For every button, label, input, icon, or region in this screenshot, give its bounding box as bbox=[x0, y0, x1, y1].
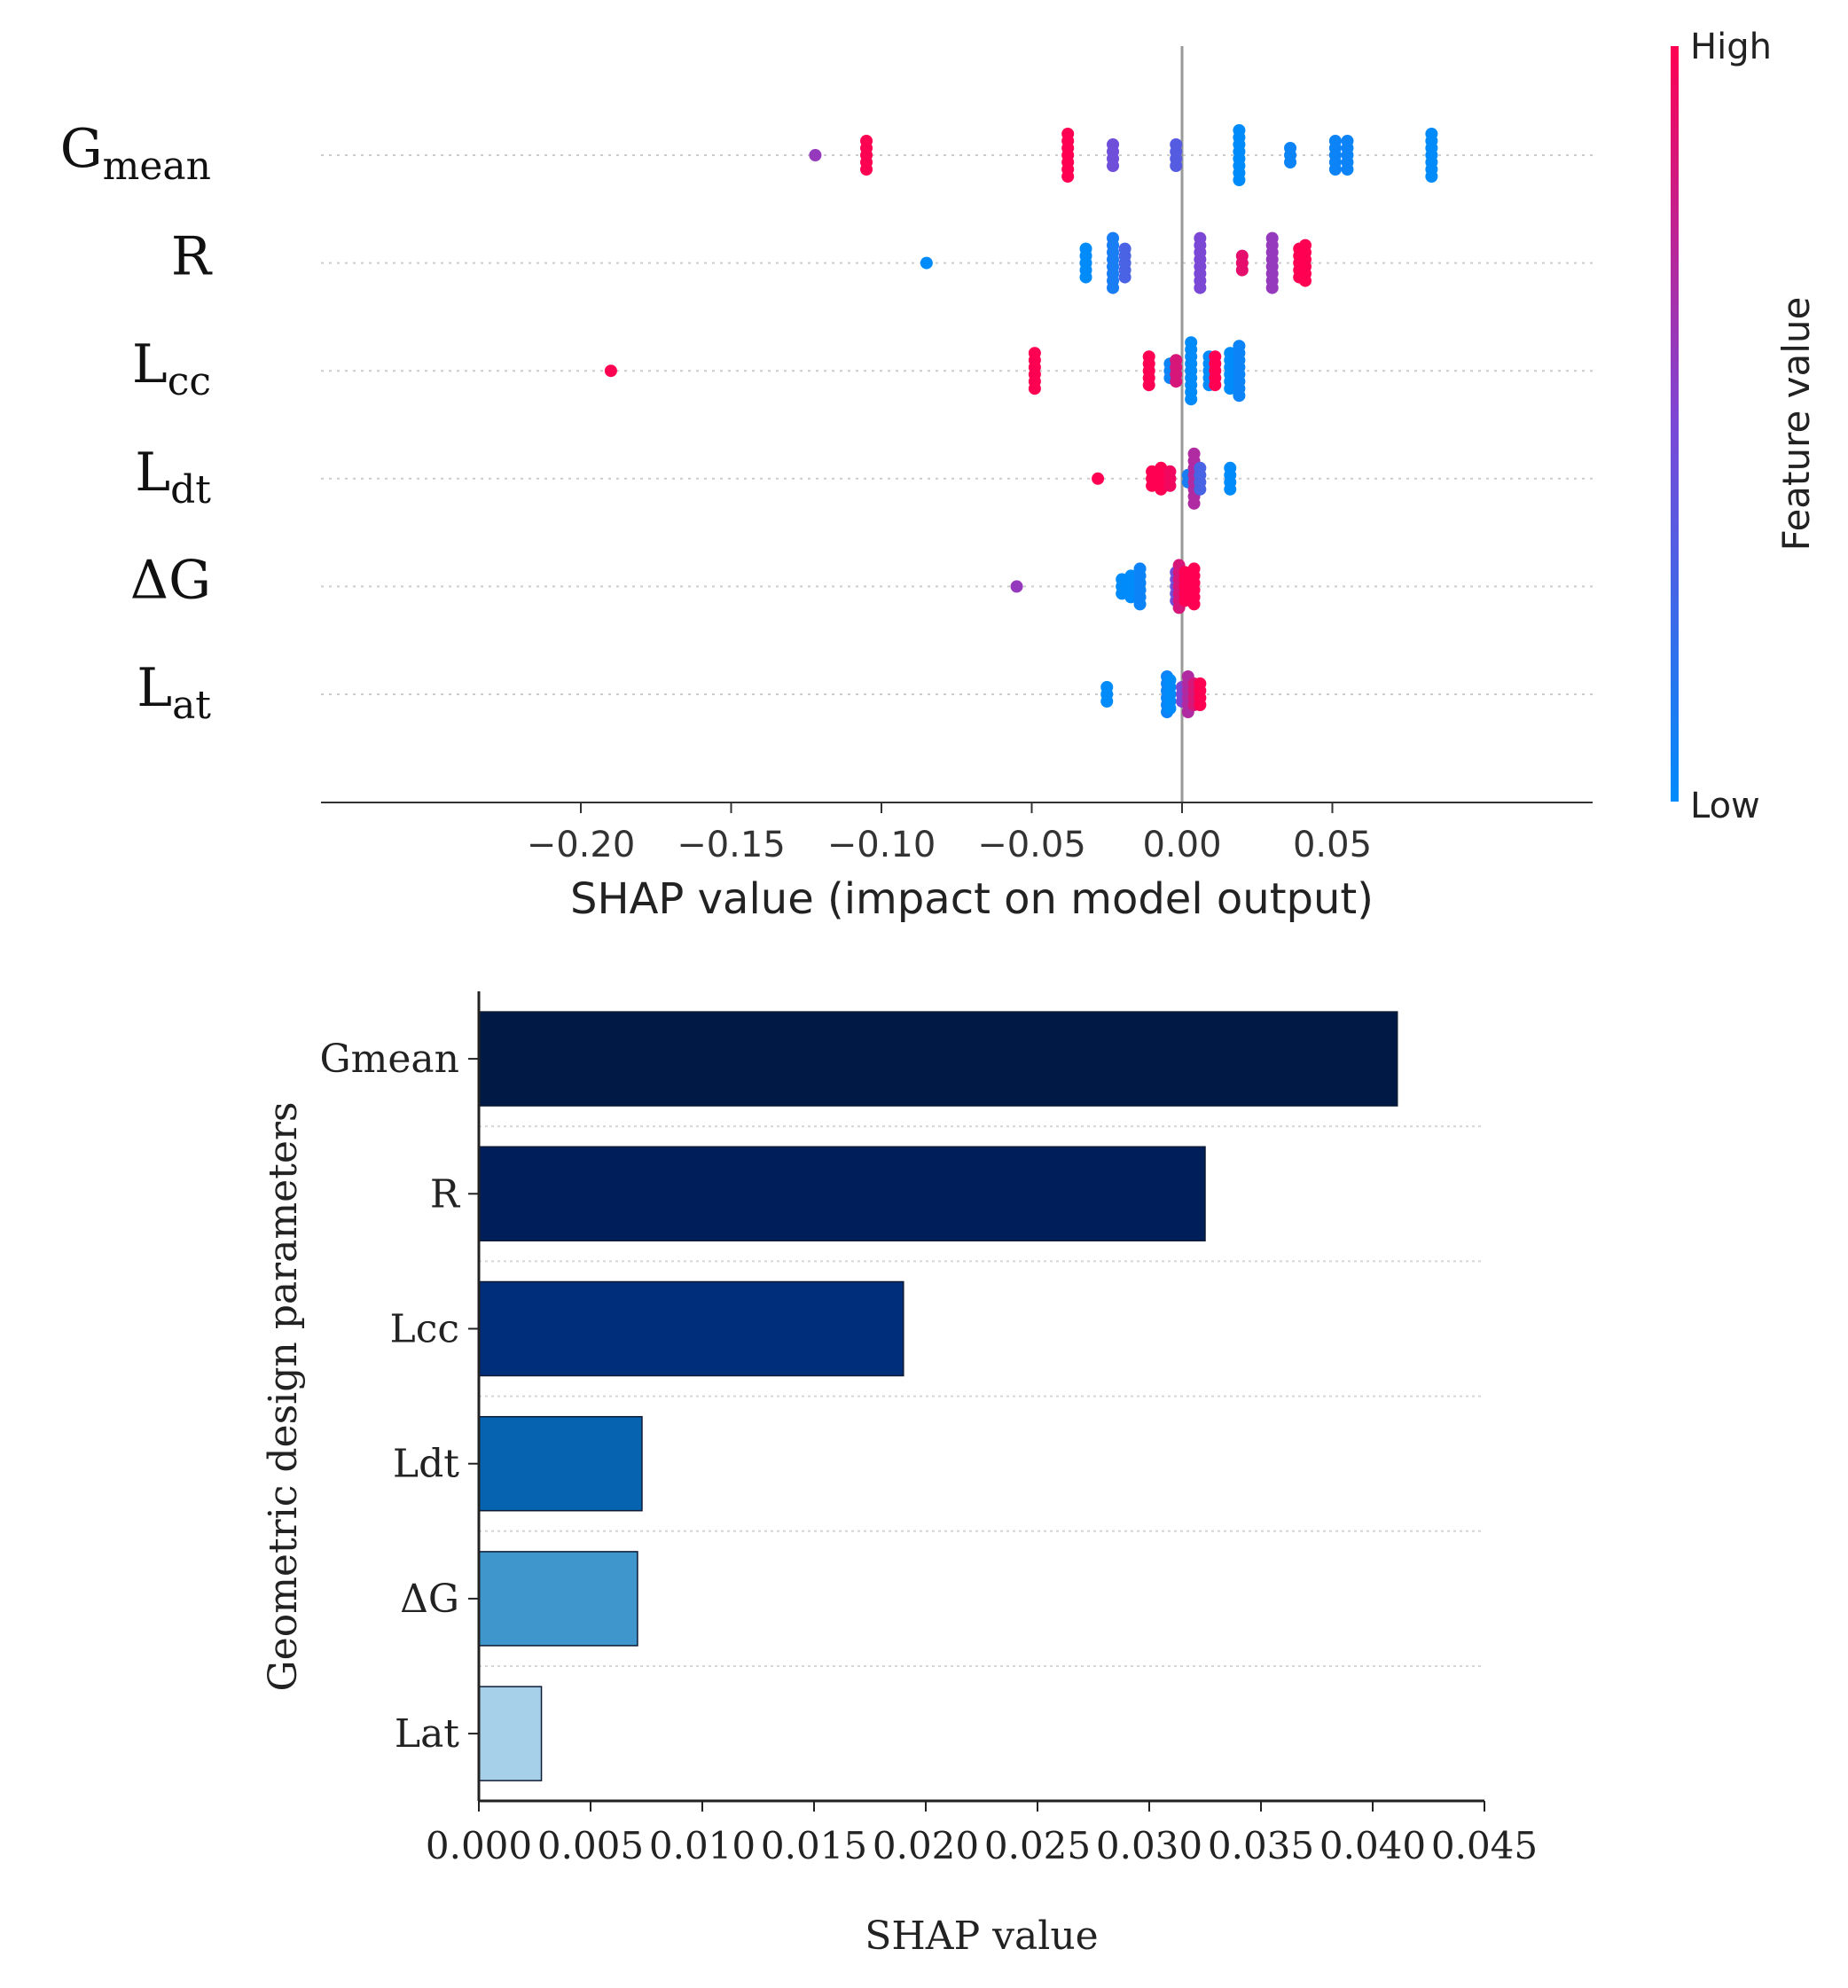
beeswarm-point bbox=[1170, 160, 1183, 172]
beeswarm-feature-label: Ldt bbox=[135, 442, 211, 513]
beeswarm-point bbox=[860, 163, 873, 176]
beeswarm-point bbox=[1100, 695, 1114, 708]
beeswarm-point bbox=[1235, 263, 1249, 277]
bar-x-tick-label: 0.045 bbox=[1431, 1824, 1538, 1867]
bar bbox=[478, 1011, 1398, 1107]
bar-x-ticks: 0.000 0.005 0.010 0.015 0.020 0.025 0.030 0.035… bbox=[426, 1801, 1538, 1867]
colorbar-low-label: Low bbox=[1690, 786, 1760, 826]
shap-beeswarm-chart: Gmean R Lcc Ldt ΔG Lat −0.20 −0.15 −0.10 −0.05 0.… bbox=[60, 27, 1818, 924]
beeswarm-x-tick-label: 0.00 bbox=[1142, 825, 1221, 865]
beeswarm-point bbox=[1284, 156, 1297, 168]
beeswarm-x-tick-label: −0.15 bbox=[677, 825, 786, 865]
beeswarm-point bbox=[1163, 702, 1177, 715]
bar-x-tick-label: 0.010 bbox=[649, 1824, 756, 1867]
beeswarm-point bbox=[1142, 379, 1155, 392]
beeswarm-point bbox=[1061, 170, 1075, 183]
bar-x-tick-label: 0.005 bbox=[537, 1824, 644, 1867]
beeswarm-point bbox=[809, 149, 822, 161]
beeswarm-point bbox=[1185, 393, 1198, 406]
beeswarm-point bbox=[1010, 580, 1023, 593]
beeswarm-point bbox=[920, 256, 933, 270]
beeswarm-point bbox=[1118, 270, 1132, 284]
bar bbox=[478, 1415, 643, 1512]
beeswarm-point bbox=[1194, 482, 1207, 496]
beeswarm-point bbox=[1224, 382, 1237, 395]
beeswarm-point bbox=[1194, 699, 1207, 711]
bar-x-tick-label: 0.000 bbox=[426, 1824, 532, 1867]
beeswarm-point bbox=[1124, 591, 1138, 604]
beeswarm-x-ticks: −0.20 −0.15 −0.10 −0.05 0.00 0.05 bbox=[527, 802, 1372, 865]
beeswarm-point bbox=[1341, 163, 1354, 176]
beeswarm-point bbox=[1224, 482, 1237, 496]
bar-x-tick-label: 0.025 bbox=[984, 1824, 1091, 1867]
beeswarm-point bbox=[1298, 274, 1312, 287]
beeswarm-point bbox=[1107, 160, 1120, 172]
beeswarm-point bbox=[1265, 281, 1279, 294]
beeswarm-point bbox=[1194, 281, 1207, 294]
beeswarm-feature-label: R bbox=[171, 226, 213, 288]
beeswarm-point bbox=[604, 364, 617, 378]
bar-category-label: R bbox=[430, 1171, 461, 1217]
beeswarm-feature-label: Gmean bbox=[60, 118, 211, 189]
colorbar-gradient bbox=[1671, 46, 1679, 802]
beeswarm-point bbox=[1187, 497, 1201, 510]
beeswarm-point bbox=[1133, 598, 1147, 611]
bar bbox=[478, 1280, 904, 1377]
beeswarm-point bbox=[1425, 170, 1438, 183]
beeswarm-x-tick-label: −0.10 bbox=[827, 825, 936, 865]
beeswarm-feature-label: Lcc bbox=[132, 333, 211, 404]
beeswarm-point bbox=[1187, 598, 1201, 611]
beeswarm-point bbox=[1107, 281, 1120, 294]
beeswarm-point bbox=[1328, 163, 1342, 176]
bar-category-label: Lcc bbox=[389, 1307, 459, 1352]
bar-gridlines bbox=[479, 1125, 1484, 1667]
beeswarm-x-axis-title: SHAP value (impact on model output) bbox=[570, 874, 1374, 924]
beeswarm-feature-label: ΔG bbox=[130, 549, 211, 611]
beeswarm-point bbox=[1079, 270, 1092, 284]
beeswarm-point bbox=[1163, 479, 1177, 492]
beeswarm-point bbox=[1092, 472, 1105, 485]
beeswarm-x-tick-label: 0.05 bbox=[1293, 825, 1372, 865]
bar-x-tick-label: 0.030 bbox=[1096, 1824, 1202, 1867]
colorbar-title: Feature value bbox=[1774, 297, 1818, 552]
beeswarm-feature-labels: Gmean R Lcc Ldt ΔG Lat bbox=[60, 118, 213, 728]
beeswarm-point bbox=[1233, 174, 1246, 186]
bar-x-tick-label: 0.040 bbox=[1319, 1824, 1426, 1867]
beeswarm-x-tick-label: −0.20 bbox=[527, 825, 636, 865]
bar-x-tick-label: 0.035 bbox=[1208, 1824, 1314, 1867]
bar-category-label: Gmean bbox=[320, 1037, 459, 1082]
colorbar: High Low Feature value bbox=[1671, 27, 1818, 826]
bar-y-axis-title: Geometric design parameters bbox=[261, 1102, 306, 1692]
bar-x-tick-label: 0.015 bbox=[761, 1824, 867, 1867]
bar-category-label: Ldt bbox=[393, 1442, 459, 1487]
bar-category-label: ΔG bbox=[400, 1577, 459, 1622]
bar bbox=[478, 1686, 543, 1781]
bar-x-tick-label: 0.020 bbox=[873, 1824, 979, 1867]
beeswarm-point bbox=[1233, 389, 1246, 403]
bar-category-labels: Gmean R Lcc Ldt ΔG Lat bbox=[320, 1037, 479, 1757]
beeswarm-point bbox=[1209, 379, 1222, 392]
beeswarm-point bbox=[1028, 382, 1041, 395]
beeswarm-x-tick-label: −0.05 bbox=[977, 825, 1086, 865]
bar bbox=[478, 1146, 1206, 1242]
beeswarm-feature-label: Lat bbox=[137, 657, 211, 728]
bar-category-label: Lat bbox=[395, 1711, 459, 1757]
beeswarm-points bbox=[604, 124, 1438, 718]
beeswarm-point bbox=[1170, 375, 1183, 388]
bar-series bbox=[478, 1011, 1398, 1781]
colorbar-high-label: High bbox=[1690, 27, 1772, 67]
beeswarm-gridlines bbox=[321, 154, 1593, 695]
bar-x-axis-title: SHAP value bbox=[865, 1914, 1098, 1959]
bar bbox=[478, 1551, 638, 1647]
